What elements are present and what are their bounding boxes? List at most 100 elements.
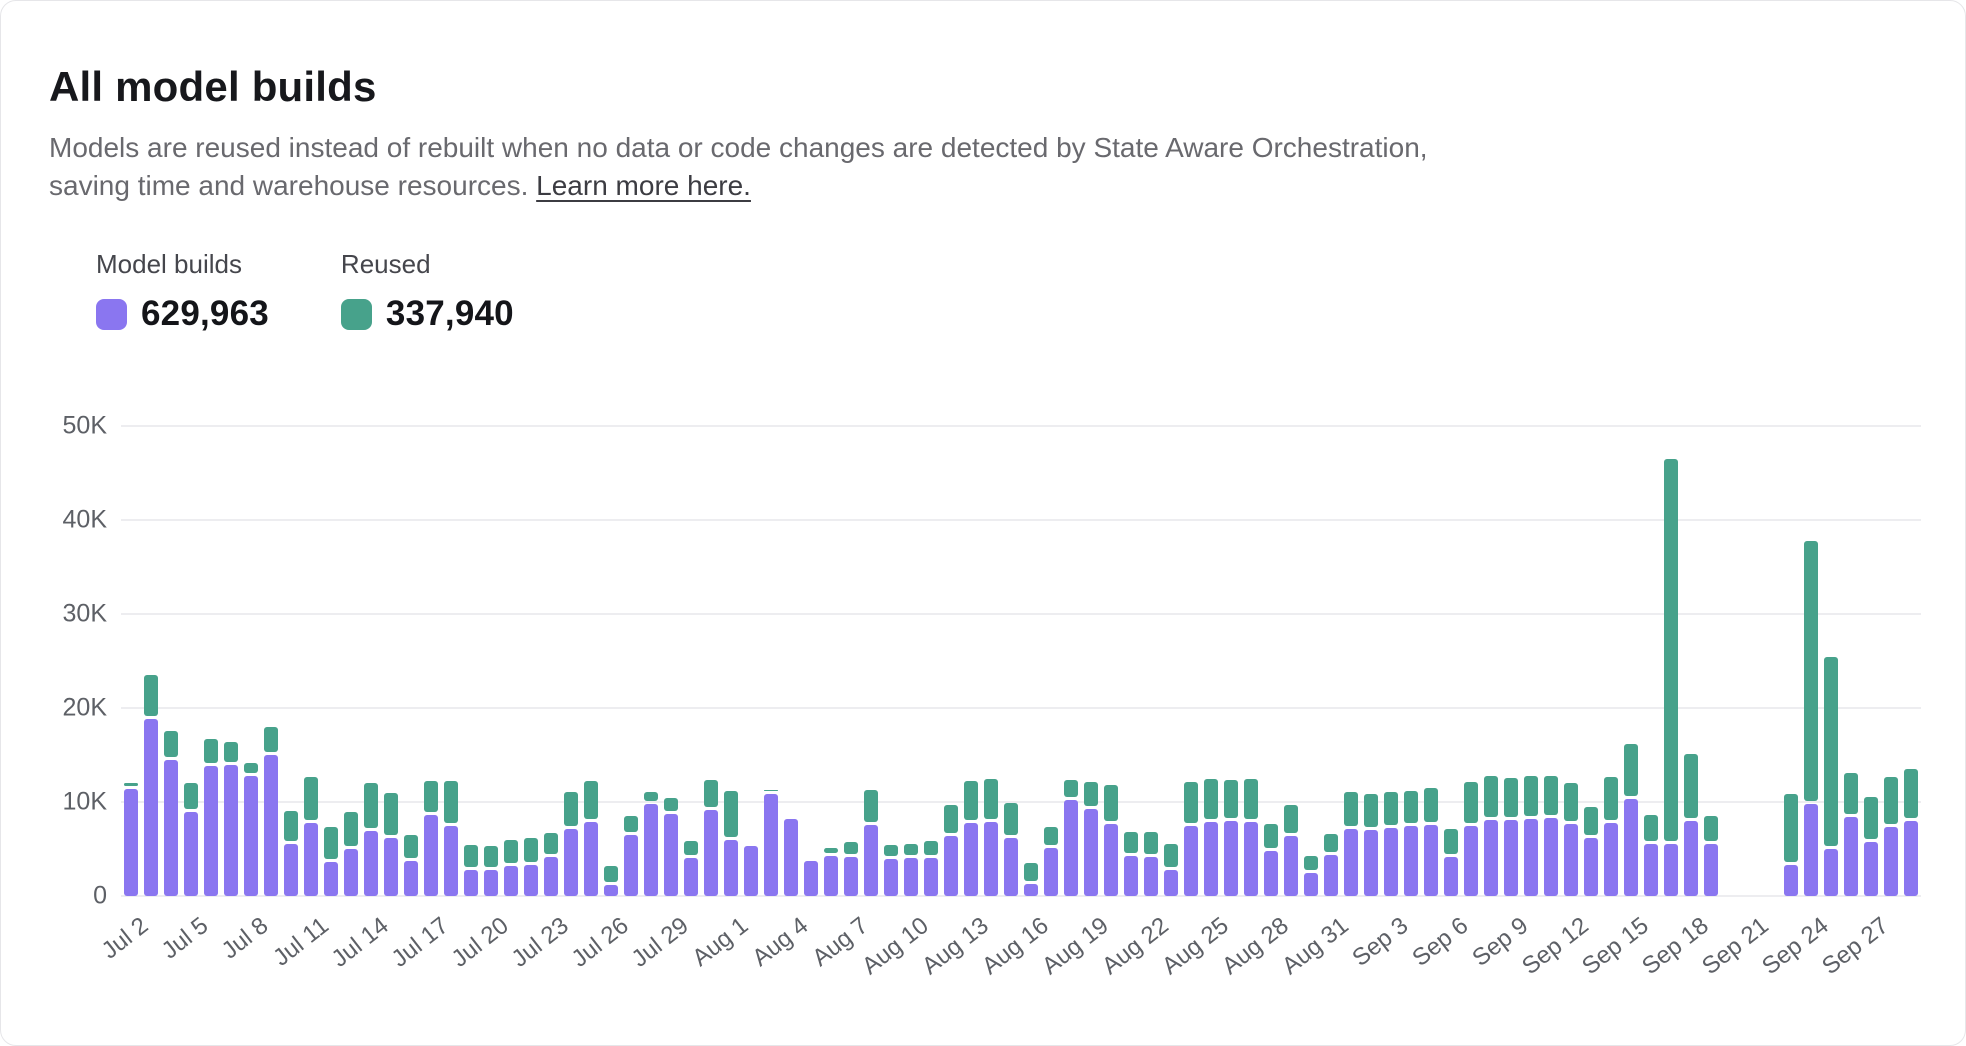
bar-aug-2[interactable] xyxy=(741,426,761,896)
bar-segment-reused xyxy=(584,781,598,819)
bar-aug-14[interactable] xyxy=(981,426,1001,896)
bar-sep-19[interactable] xyxy=(1701,426,1721,896)
bar-aug-29[interactable] xyxy=(1281,426,1301,896)
bar-sep-7[interactable] xyxy=(1461,426,1481,896)
legend-item-model-builds[interactable]: Model builds 629,963 xyxy=(96,249,269,334)
bar-jul-21[interactable] xyxy=(501,426,521,896)
bar-aug-21[interactable] xyxy=(1121,426,1141,896)
bar-jul-2[interactable] xyxy=(121,426,141,896)
learn-more-link[interactable]: Learn more here. xyxy=(536,170,751,201)
bar-aug-4[interactable] xyxy=(781,426,801,896)
bar-aug-30[interactable] xyxy=(1301,426,1321,896)
bar-sep-9[interactable] xyxy=(1501,426,1521,896)
bar-aug-27[interactable] xyxy=(1241,426,1261,896)
bar-aug-17[interactable] xyxy=(1041,426,1061,896)
bar-aug-9[interactable] xyxy=(881,426,901,896)
bar-sep-16[interactable] xyxy=(1641,426,1661,896)
bar-segment-reused xyxy=(1104,784,1118,821)
bar-jul-16[interactable] xyxy=(401,426,421,896)
bar-jul-8[interactable] xyxy=(241,426,261,896)
bar-sep-28[interactable] xyxy=(1881,426,1901,896)
bar-sep-23[interactable] xyxy=(1781,426,1801,896)
bar-jul-5[interactable] xyxy=(181,426,201,896)
bar-jul-25[interactable] xyxy=(581,426,601,896)
legend-item-reused[interactable]: Reused 337,940 xyxy=(340,249,514,334)
bar-aug-6[interactable] xyxy=(821,426,841,896)
bar-aug-3[interactable] xyxy=(761,426,781,896)
bar-sep-22[interactable] xyxy=(1761,426,1781,896)
bar-jul-12[interactable] xyxy=(321,426,341,896)
bar-jul-13[interactable] xyxy=(341,426,361,896)
bar-aug-24[interactable] xyxy=(1181,426,1201,896)
bar-aug-8[interactable] xyxy=(861,426,881,896)
bar-sep-2[interactable] xyxy=(1361,426,1381,896)
bar-jul-17[interactable] xyxy=(421,426,441,896)
bar-aug-12[interactable] xyxy=(941,426,961,896)
bar-aug-7[interactable] xyxy=(841,426,861,896)
bar-jul-10[interactable] xyxy=(281,426,301,896)
bar-jul-23[interactable] xyxy=(541,426,561,896)
bar-jul-9[interactable] xyxy=(261,426,281,896)
bar-aug-10[interactable] xyxy=(901,426,921,896)
bar-aug-19[interactable] xyxy=(1081,426,1101,896)
bar-jul-26[interactable] xyxy=(601,426,621,896)
bar-sep-24[interactable] xyxy=(1801,426,1821,896)
bar-sep-3[interactable] xyxy=(1381,426,1401,896)
bar-jul-24[interactable] xyxy=(561,426,581,896)
bar-segment-reused xyxy=(844,842,858,855)
bar-segment-model-builds xyxy=(1024,883,1038,896)
bar-aug-28[interactable] xyxy=(1261,426,1281,896)
bar-aug-25[interactable] xyxy=(1201,426,1221,896)
bar-sep-6[interactable] xyxy=(1441,426,1461,896)
bar-aug-5[interactable] xyxy=(801,426,821,896)
bar-aug-11[interactable] xyxy=(921,426,941,896)
bar-aug-15[interactable] xyxy=(1001,426,1021,896)
bar-sep-11[interactable] xyxy=(1541,426,1561,896)
bar-sep-8[interactable] xyxy=(1481,426,1501,896)
bar-jul-15[interactable] xyxy=(381,426,401,896)
bar-jul-19[interactable] xyxy=(461,426,481,896)
bar-jul-31[interactable] xyxy=(701,426,721,896)
bar-aug-31[interactable] xyxy=(1321,426,1341,896)
bar-aug-16[interactable] xyxy=(1021,426,1041,896)
bar-aug-26[interactable] xyxy=(1221,426,1241,896)
bar-jul-20[interactable] xyxy=(481,426,501,896)
bar-aug-1[interactable] xyxy=(721,426,741,896)
bar-jul-11[interactable] xyxy=(301,426,321,896)
bar-jul-29[interactable] xyxy=(661,426,681,896)
bar-sep-18[interactable] xyxy=(1681,426,1701,896)
bar-sep-29[interactable] xyxy=(1901,426,1921,896)
bar-aug-23[interactable] xyxy=(1161,426,1181,896)
bar-segment-model-builds xyxy=(664,814,678,896)
bar-aug-20[interactable] xyxy=(1101,426,1121,896)
bar-segment-reused xyxy=(764,789,778,792)
bar-aug-18[interactable] xyxy=(1061,426,1081,896)
bar-aug-13[interactable] xyxy=(961,426,981,896)
bar-sep-1[interactable] xyxy=(1341,426,1361,896)
bar-sep-15[interactable] xyxy=(1621,426,1641,896)
bar-jul-27[interactable] xyxy=(621,426,641,896)
bar-jul-6[interactable] xyxy=(201,426,221,896)
bar-aug-22[interactable] xyxy=(1141,426,1161,896)
bar-sep-21[interactable] xyxy=(1741,426,1761,896)
bar-sep-13[interactable] xyxy=(1581,426,1601,896)
bar-jul-22[interactable] xyxy=(521,426,541,896)
bar-sep-20[interactable] xyxy=(1721,426,1741,896)
bar-sep-10[interactable] xyxy=(1521,426,1541,896)
bar-jul-28[interactable] xyxy=(641,426,661,896)
bar-sep-26[interactable] xyxy=(1841,426,1861,896)
bar-sep-5[interactable] xyxy=(1421,426,1441,896)
bar-sep-4[interactable] xyxy=(1401,426,1421,896)
bar-jul-14[interactable] xyxy=(361,426,381,896)
bar-segment-reused xyxy=(1424,787,1438,822)
bar-sep-14[interactable] xyxy=(1601,426,1621,896)
bar-sep-25[interactable] xyxy=(1821,426,1841,896)
bar-jul-30[interactable] xyxy=(681,426,701,896)
bar-sep-17[interactable] xyxy=(1661,426,1681,896)
bar-jul-7[interactable] xyxy=(221,426,241,896)
bar-sep-27[interactable] xyxy=(1861,426,1881,896)
bar-jul-4[interactable] xyxy=(161,426,181,896)
bar-jul-18[interactable] xyxy=(441,426,461,896)
bar-jul-3[interactable] xyxy=(141,426,161,896)
bar-sep-12[interactable] xyxy=(1561,426,1581,896)
